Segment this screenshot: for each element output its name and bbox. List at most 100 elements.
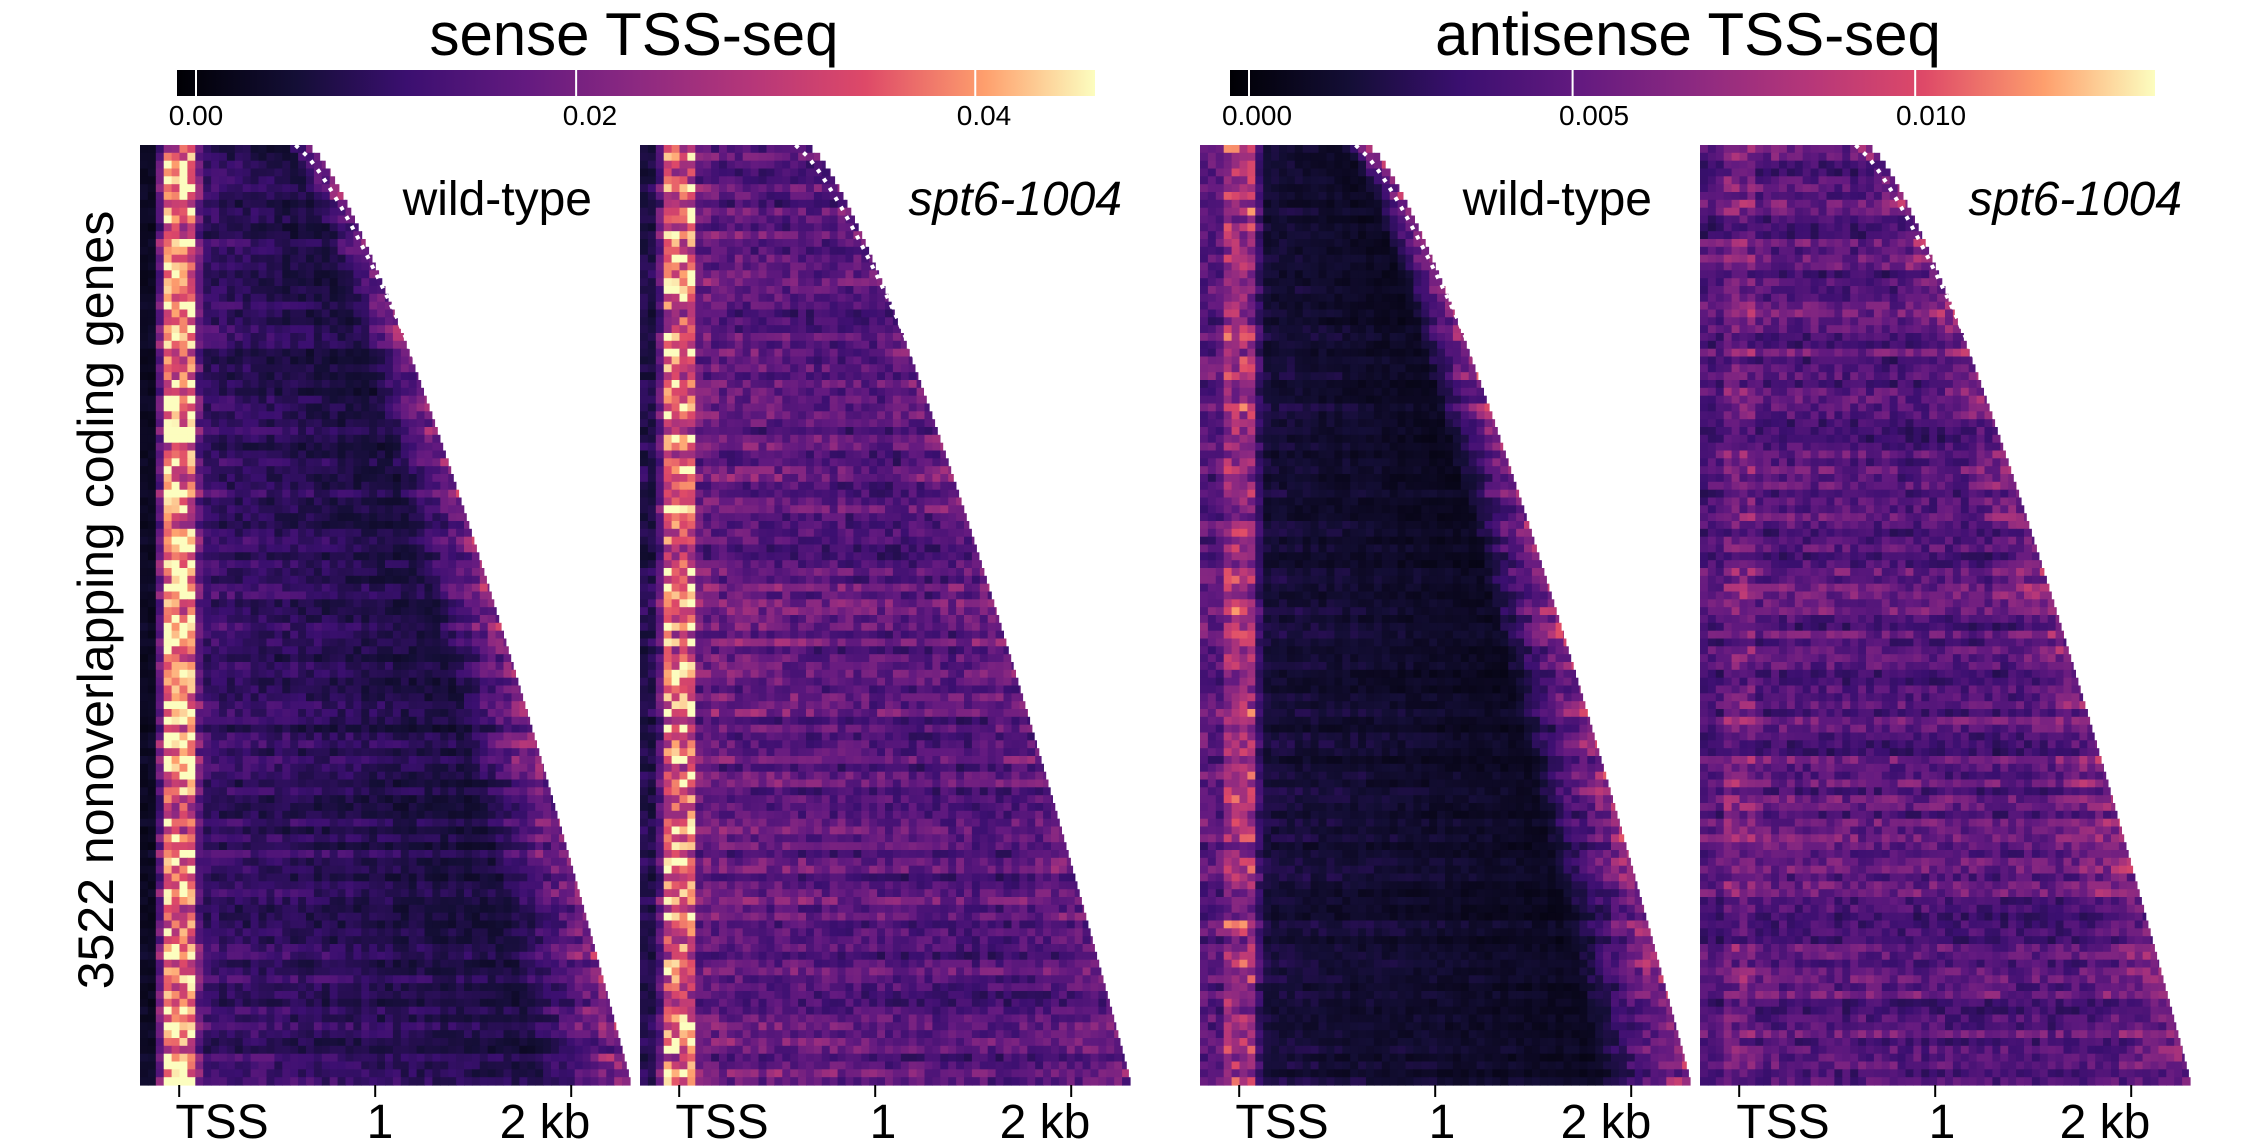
heatmap-cell [448, 991, 457, 1000]
heatmap-cell [211, 262, 220, 271]
heatmap-cell [211, 936, 220, 945]
heatmap-cell [195, 262, 204, 271]
heatmap-cell [503, 787, 512, 796]
heatmap-cell [258, 419, 267, 428]
heatmap-cell [495, 850, 505, 859]
heatmap-cell [195, 254, 204, 264]
heatmap-cell [147, 740, 157, 749]
heatmap-cell [234, 184, 244, 193]
heatmap-cell [140, 716, 149, 726]
heatmap-cell [282, 709, 291, 718]
heatmap-cell [242, 991, 252, 1000]
heatmap-cell [266, 756, 275, 765]
heatmap-cell [282, 810, 291, 820]
heatmap-cell [203, 803, 212, 812]
heatmap-cell [211, 207, 220, 217]
heatmap-cell [345, 215, 354, 224]
heatmap-cell [147, 724, 157, 734]
heatmap-cell [345, 881, 354, 890]
heatmap-cell [274, 568, 283, 577]
heatmap-cell [282, 779, 291, 788]
heatmap-cell [250, 583, 260, 593]
heatmap-cell [432, 552, 441, 561]
heatmap-cell [313, 669, 323, 679]
heatmap-cell [219, 301, 228, 311]
heatmap-cell [290, 521, 299, 530]
heatmap-cell [187, 521, 196, 530]
heatmap-cell [408, 364, 416, 373]
heatmap-cell [298, 1022, 307, 1031]
heatmap-cell [179, 215, 188, 224]
heatmap-cell [361, 411, 370, 420]
heatmap-cell [163, 873, 173, 882]
heatmap-cell [242, 152, 252, 162]
heatmap-cell [503, 669, 512, 679]
heatmap-cell [171, 160, 181, 170]
heatmap-cell [258, 857, 267, 867]
heatmap-cell [511, 662, 514, 671]
heatmap-cell [226, 262, 236, 271]
heatmap-cell [226, 481, 236, 491]
heatmap-cell [242, 599, 252, 608]
heatmap-cell [258, 912, 267, 922]
heatmap-cell [558, 991, 568, 1000]
heatmap-cell [203, 897, 212, 906]
heatmap-cell [392, 489, 402, 499]
heatmap-cell [392, 364, 402, 373]
heatmap-cell [226, 615, 236, 624]
heatmap-cell [558, 826, 562, 835]
heatmap-cell [306, 286, 315, 295]
heatmap-cell [179, 192, 188, 201]
heatmap-cell [147, 364, 157, 373]
heatmap-cell [195, 756, 204, 765]
heatmap-cell [219, 497, 228, 506]
heatmap-cell [147, 975, 157, 984]
heatmap-cell [187, 654, 196, 663]
heatmap-cell [345, 740, 354, 749]
heatmap-cell [440, 810, 449, 820]
heatmap-cell [511, 998, 520, 1008]
heatmap-cell [290, 897, 299, 906]
heatmap-cell [274, 740, 283, 749]
heatmap-cell [298, 638, 307, 647]
heatmap-cell [211, 834, 220, 843]
heatmap-cell [369, 928, 378, 937]
heatmap-cell [535, 975, 544, 984]
heatmap-cell [392, 325, 401, 334]
heatmap-cell [479, 748, 489, 757]
heatmap-cell [385, 998, 394, 1008]
heatmap-cell [432, 701, 441, 710]
heatmap-cell [226, 254, 236, 264]
heatmap-cell [203, 810, 212, 820]
heatmap-cell [203, 944, 212, 953]
heatmap-cell [361, 756, 370, 765]
heatmap-cell [361, 724, 370, 734]
heatmap-cell [543, 873, 552, 882]
heatmap-cell [298, 669, 307, 679]
heatmap-cell [179, 481, 188, 491]
heatmap-cell [408, 497, 418, 506]
heatmap-cell [290, 231, 299, 240]
heatmap-cell [313, 160, 323, 170]
heatmap-cell [155, 356, 165, 365]
heatmap-cell [464, 662, 473, 671]
heatmap-cell [464, 521, 470, 530]
heatmap-cell [163, 693, 173, 702]
heatmap-cell [234, 928, 244, 937]
heatmap-cell [558, 983, 568, 992]
heatmap-cell [242, 928, 252, 937]
heatmap-cell [147, 857, 157, 867]
heatmap-cell [377, 583, 386, 593]
heatmap-cell [511, 795, 520, 804]
heatmap-cell [558, 928, 568, 937]
heatmap-cell [211, 795, 220, 804]
heatmap-cell [424, 622, 433, 632]
heatmap-cell [298, 528, 307, 538]
heatmap-cell [424, 434, 433, 444]
heatmap-cell [519, 724, 528, 734]
heatmap-cell [195, 967, 204, 976]
heatmap-cell [479, 928, 489, 937]
heatmap-cell [400, 442, 410, 452]
heatmap-cell [282, 278, 291, 287]
heatmap-cell [400, 450, 410, 459]
